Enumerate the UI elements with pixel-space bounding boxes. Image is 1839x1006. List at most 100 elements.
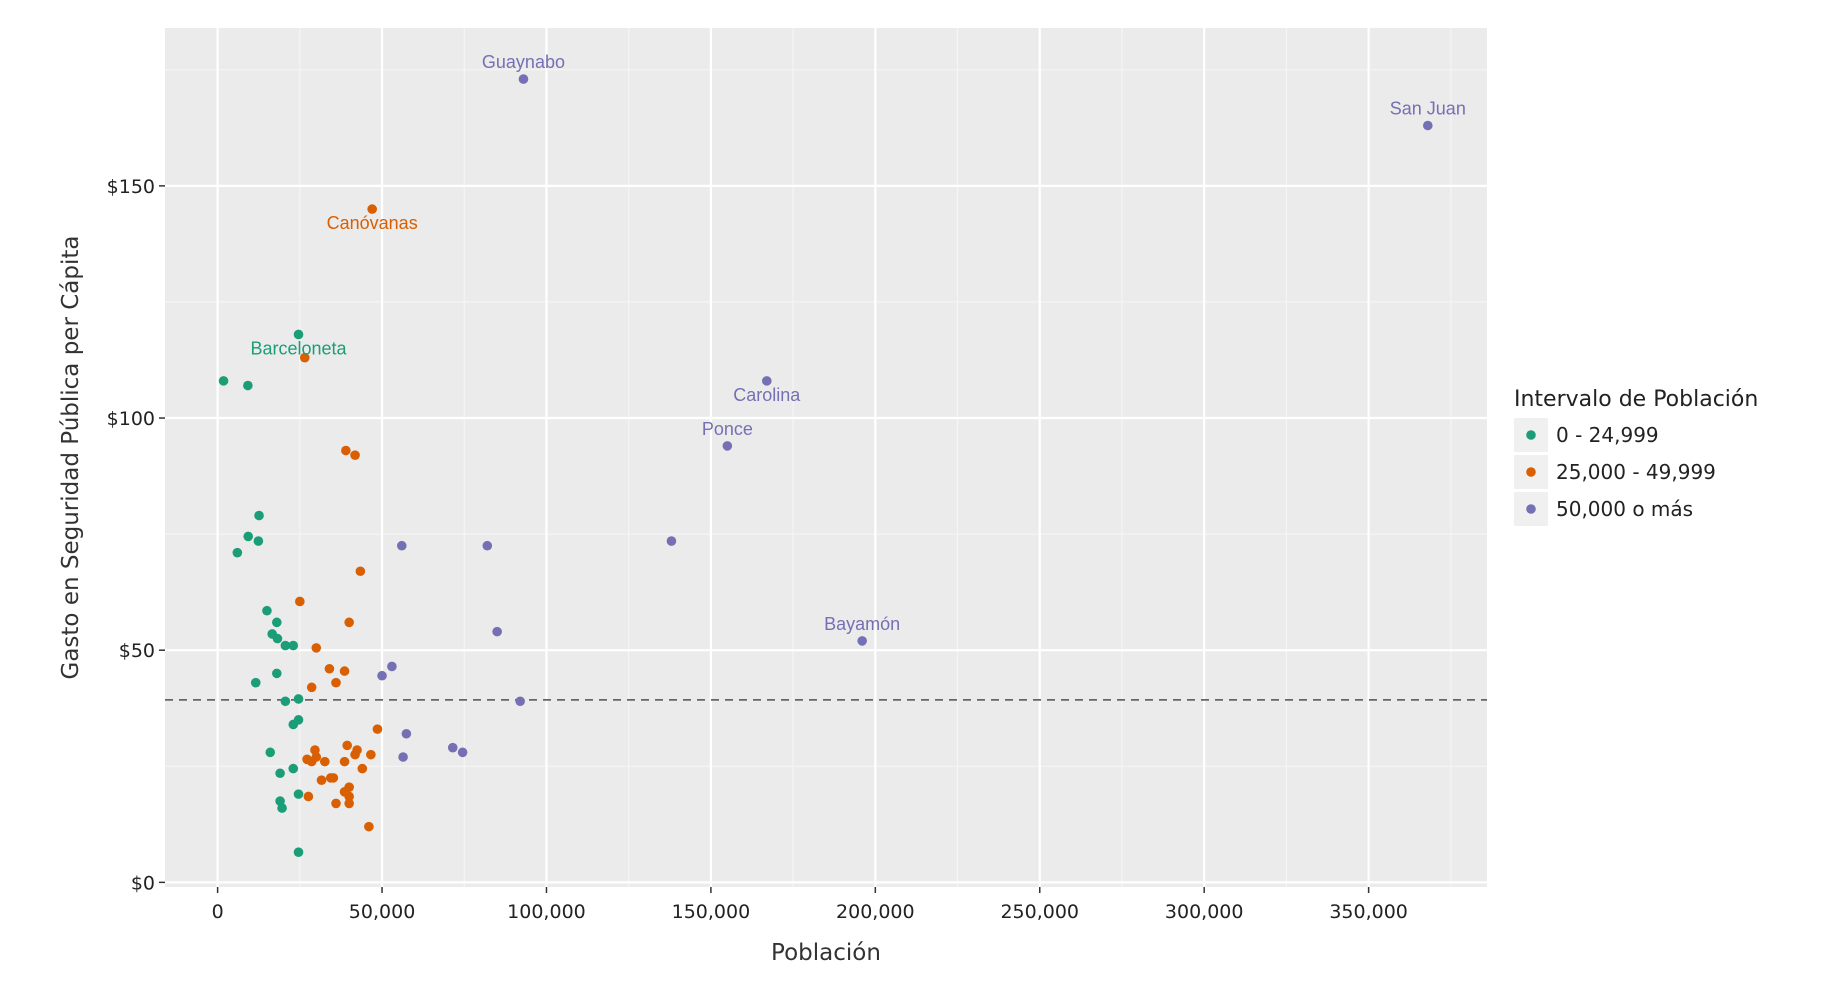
x-tick-label: 250,000	[1000, 901, 1079, 923]
x-axis: 0 50,000 100,000 150,000 200,000 250,000 300,0…	[212, 887, 1408, 923]
series-1	[295, 204, 383, 832]
legend-entry: 0 - 24,999	[1514, 418, 1659, 452]
data-point	[401, 728, 412, 739]
data-point	[331, 677, 341, 688]
minor-gridlines	[165, 28, 1487, 887]
point-label: Carolina	[733, 385, 801, 405]
y-axis: $0 $50 $100 $150	[107, 176, 165, 894]
major-gridlines	[165, 28, 1487, 887]
data-point	[344, 798, 354, 809]
data-point	[372, 724, 383, 734]
data-point	[311, 643, 322, 653]
point-label: Barceloneta	[250, 338, 347, 358]
data-point	[377, 670, 387, 681]
data-point	[293, 329, 304, 340]
data-point	[280, 696, 291, 707]
data-point	[355, 566, 366, 577]
data-point	[316, 775, 327, 786]
data-point	[253, 536, 264, 546]
x-tick-label: 100,000	[507, 901, 586, 923]
data-point	[387, 661, 397, 672]
data-point	[482, 540, 493, 551]
data-point	[243, 531, 254, 542]
data-point	[320, 756, 330, 767]
data-point	[344, 791, 354, 802]
x-tick-label: 300,000	[1165, 901, 1244, 923]
data-point	[243, 380, 253, 391]
legend-label: 0 - 24,999	[1556, 423, 1659, 447]
data-point	[398, 752, 408, 762]
data-point	[303, 791, 314, 802]
data-point	[364, 821, 374, 832]
legend-entries: 0 - 24,999 25,000 - 49,999 50,000 o más	[1514, 418, 1716, 526]
data-point	[350, 749, 360, 760]
data-point	[272, 617, 282, 628]
data-point	[306, 682, 317, 693]
data-point	[339, 756, 350, 767]
data-point	[272, 668, 282, 679]
data-point	[232, 547, 243, 558]
x-tick-label: 350,000	[1329, 901, 1408, 923]
data-point	[1423, 120, 1433, 131]
data-point	[339, 666, 350, 676]
legend-entry: 50,000 o más	[1514, 492, 1693, 526]
data-point	[341, 445, 351, 456]
data-point	[366, 749, 376, 760]
data-point	[275, 768, 285, 779]
data-point	[396, 540, 407, 551]
data-point	[306, 756, 317, 767]
data-point	[299, 352, 310, 363]
data-point	[293, 789, 304, 799]
data-point	[857, 636, 867, 646]
data-point	[218, 376, 229, 386]
x-tick-label: 200,000	[836, 901, 915, 923]
data-point	[331, 798, 341, 809]
y-tick-label: $50	[119, 640, 155, 662]
legend-marker	[1526, 504, 1536, 514]
data-point	[254, 510, 264, 521]
point-label: Bayamón	[824, 614, 900, 634]
data-point	[250, 677, 261, 688]
data-point	[722, 441, 733, 451]
point-label: Canóvanas	[327, 213, 418, 233]
data-point	[518, 74, 529, 84]
y-tick-label: $100	[107, 408, 155, 430]
data-point	[457, 747, 468, 758]
data-point	[357, 763, 368, 774]
x-tick-label: 0	[212, 901, 224, 923]
data-point	[277, 803, 287, 813]
data-points	[218, 74, 1433, 857]
y-tick-label: $150	[107, 176, 155, 198]
legend-marker	[1526, 430, 1536, 440]
series-0	[218, 329, 304, 857]
data-point	[328, 773, 339, 783]
data-point	[280, 640, 291, 651]
x-tick-label: 150,000	[672, 901, 751, 923]
point-label: San Juan	[1390, 99, 1466, 119]
legend-label: 25,000 - 49,999	[1556, 460, 1716, 484]
y-axis-title: Gasto en Seguridad Pública per Cápita	[58, 236, 84, 680]
data-point	[367, 204, 377, 214]
data-point	[272, 633, 283, 644]
legend-label: 50,000 o más	[1556, 497, 1693, 521]
data-point	[447, 742, 458, 753]
legend-title: Intervalo de Población	[1514, 387, 1758, 412]
data-point	[288, 640, 299, 651]
data-point	[666, 536, 677, 546]
legend-marker	[1526, 467, 1536, 477]
data-point	[324, 663, 335, 674]
data-point	[265, 747, 276, 758]
series-2	[377, 74, 1433, 762]
data-point	[293, 847, 304, 857]
data-point	[344, 617, 354, 628]
data-point	[288, 763, 299, 774]
plot-panel	[165, 28, 1487, 887]
legend-entry: 25,000 - 49,999	[1514, 455, 1716, 489]
point-annotations: Guaynabo San Juan Canóvanas Barceloneta Caro…	[250, 52, 1465, 634]
x-axis-title: Población	[771, 940, 881, 966]
data-point	[350, 450, 360, 460]
legend: Intervalo de Población 0 - 24,999 25,000 …	[1514, 387, 1758, 526]
data-point	[492, 626, 502, 637]
data-point	[342, 740, 352, 751]
